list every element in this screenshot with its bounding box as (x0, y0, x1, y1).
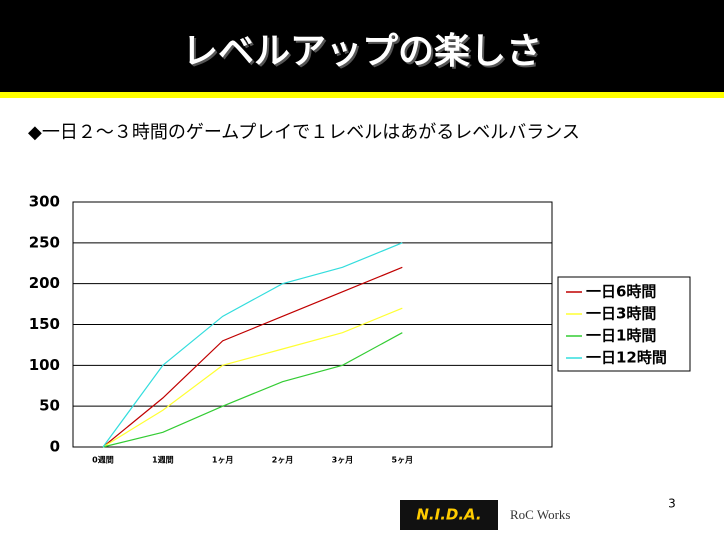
x-tick-label: 1週間 (152, 456, 174, 465)
x-tick-label: 2ヶ月 (272, 456, 294, 465)
logo-roc: RoC Works (510, 507, 570, 522)
subtitle: ◆一日２～３時間のゲームプレイで１レベルはあがるレベルバランス (28, 122, 580, 143)
y-tick-label: 0 (50, 438, 60, 456)
series-line (102, 266, 403, 448)
x-tick-label: 5ヶ月 (392, 456, 414, 465)
series-line (102, 307, 403, 448)
series-line (102, 242, 403, 448)
y-tick-label: 250 (29, 233, 60, 251)
logo-nida: N.I.D.A. (416, 506, 481, 524)
legend-label: 一日3時間 (586, 305, 656, 323)
title-shadow: レベルアップの楽しさ (184, 33, 544, 74)
x-tick-label: 3ヶ月 (332, 456, 354, 465)
y-tick-label: 200 (29, 274, 60, 292)
header-band (0, 0, 724, 92)
legend (557, 276, 691, 372)
y-tick-label: 300 (29, 193, 60, 211)
logo-box (400, 500, 498, 530)
y-tick-label: 150 (29, 315, 60, 333)
y-tick-label: 50 (39, 397, 60, 415)
x-tick-label: 1ヶ月 (212, 456, 234, 465)
legend-label: 一日6時間 (586, 283, 656, 301)
title: レベルアップの楽しさ (182, 31, 542, 72)
series-line (102, 332, 403, 448)
legend-label: 一日1時間 (586, 327, 656, 345)
page-number: 3 (668, 497, 676, 511)
legend-label: 一日12時間 (586, 349, 667, 367)
y-tick-label: 100 (29, 356, 60, 374)
x-tick-label: 0週間 (92, 456, 114, 465)
header-rule (0, 92, 724, 98)
